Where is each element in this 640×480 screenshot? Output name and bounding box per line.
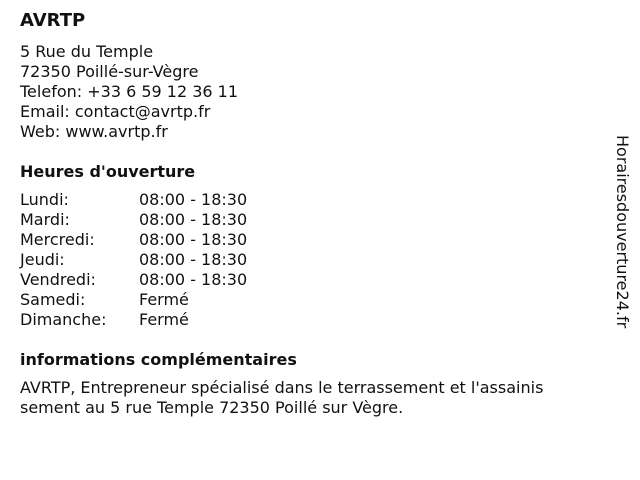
day-label: Samedi: (20, 290, 86, 309)
day-label: Mardi: (20, 210, 70, 229)
street: 5 Rue du Temple (20, 42, 154, 61)
day-label: Dimanche: (20, 310, 107, 329)
phone: Telefon: +33 6 59 12 36 11 (20, 82, 239, 101)
day-label: Vendredi: (20, 270, 96, 289)
hours-title: Heures d'ouverture (20, 162, 196, 181)
day-hours: 08:00 - 18:30 (139, 210, 248, 229)
hours-row: Vendredi: 08:00 - 18:30 (20, 270, 247, 290)
contact-block: 5 Rue du Temple 72350 Poillé-sur-Vègre T… (20, 42, 600, 142)
day-label: Lundi: (20, 190, 69, 209)
day-hours: Fermé (139, 310, 189, 329)
hours-table: Lundi: 08:00 - 18:30 Mardi: 08:00 - 18:30 Me… (20, 190, 247, 330)
day-hours: Fermé (139, 290, 189, 309)
day-hours: 08:00 - 18:30 (139, 190, 248, 209)
email: Email: contact@avrtp.fr (20, 102, 211, 121)
business-card: AVRTP 5 Rue du Temple 72350 Poillé-sur-V… (20, 8, 600, 418)
hours-row: Jeudi: 08:00 - 18:30 (20, 250, 247, 270)
hours-row: Mercredi: 08:00 - 18:30 (20, 230, 247, 250)
hours-row: Samedi: Fermé (20, 290, 247, 310)
city: 72350 Poillé-sur-Vègre (20, 62, 199, 81)
info-title: informations complémentaires (20, 350, 297, 369)
day-hours: 08:00 - 18:30 (139, 230, 248, 249)
hours-row: Dimanche: Fermé (20, 310, 247, 330)
watermark-site: Horairesdouverture24.fr (613, 135, 632, 329)
hours-row: Lundi: 08:00 - 18:30 (20, 190, 247, 210)
day-hours: 08:00 - 18:30 (139, 270, 248, 289)
day-label: Jeudi: (20, 250, 65, 269)
day-hours: 08:00 - 18:30 (139, 250, 248, 269)
business-name: AVRTP (20, 10, 86, 31)
website: Web: www.avrtp.fr (20, 122, 168, 141)
hours-row: Mardi: 08:00 - 18:30 (20, 210, 247, 230)
day-label: Mercredi: (20, 230, 95, 249)
info-text: AVRTP, Entrepreneur spécialisé dans le t… (20, 378, 544, 417)
